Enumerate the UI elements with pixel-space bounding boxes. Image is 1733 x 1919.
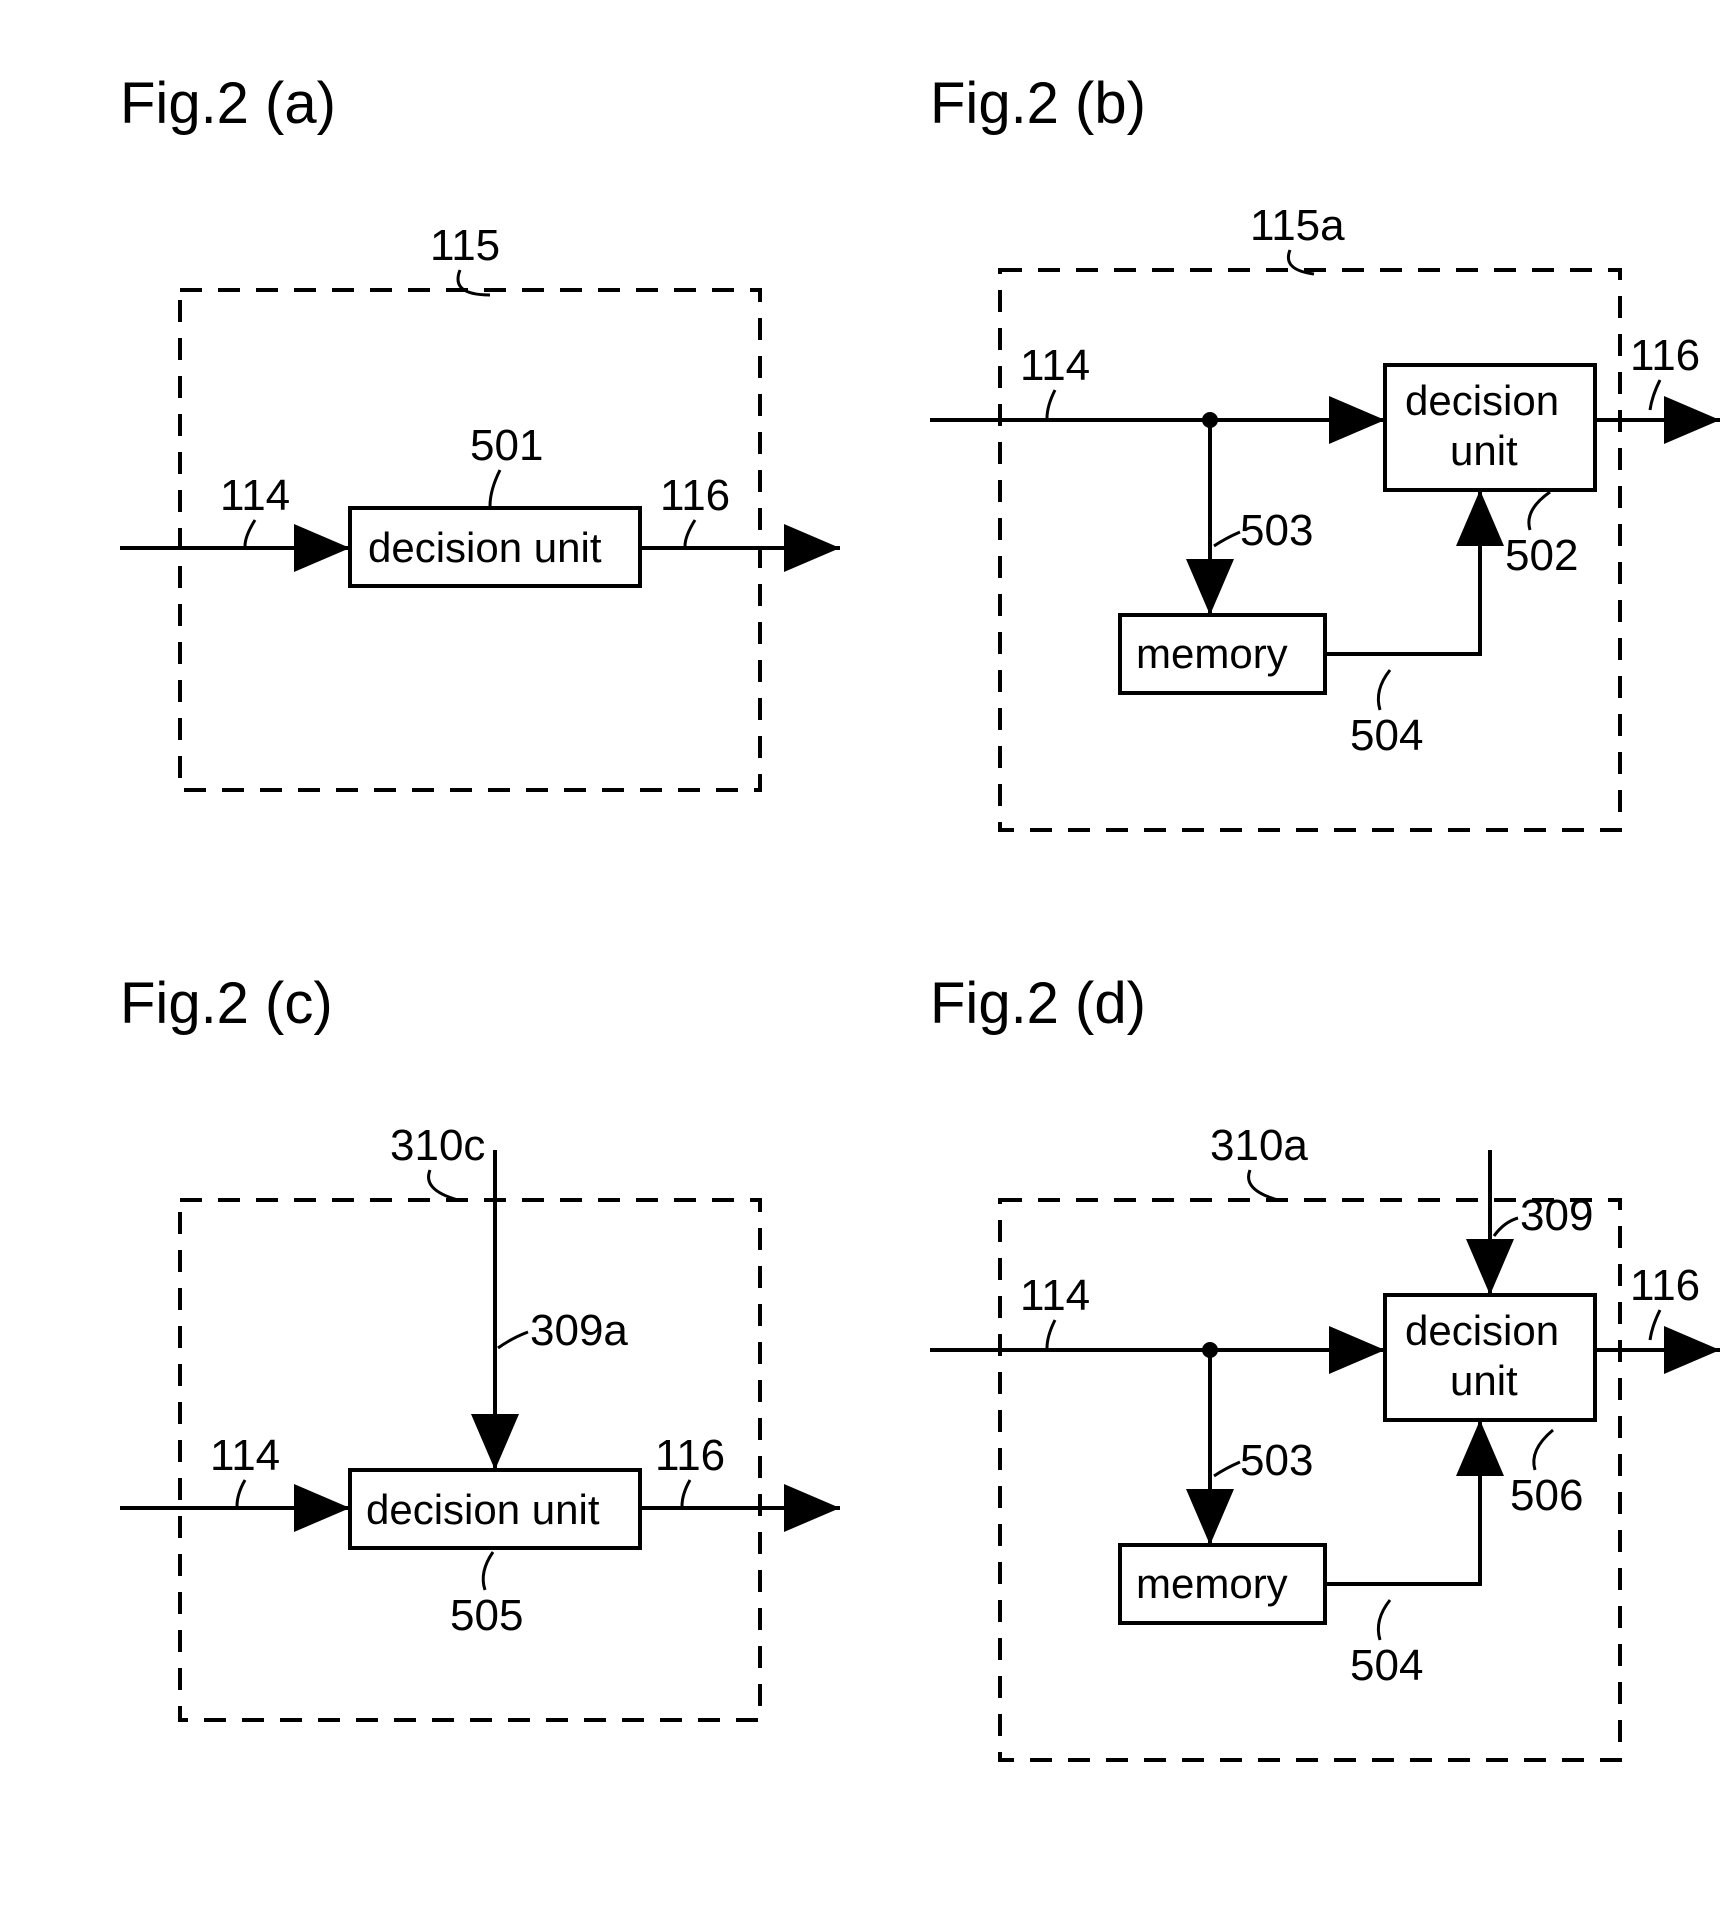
panel-c: Fig.2 (c) 310c decision unit 309a 114	[100, 970, 860, 1830]
memory-to-decision-arrow	[1325, 490, 1480, 654]
panel-b-title: Fig.2 (b)	[930, 70, 1146, 137]
decision-unit-ref: 506	[1510, 1471, 1583, 1520]
panel-c-title: Fig.2 (c)	[120, 970, 333, 1037]
decision-unit-label: decision unit	[366, 1486, 600, 1533]
container-ref: 115	[430, 221, 500, 270]
decision-unit-ref: 501	[470, 421, 543, 470]
memory-label: memory	[1136, 1560, 1288, 1607]
memory-ref-bottom: 504	[1350, 711, 1423, 760]
decision-unit-ref: 502	[1505, 531, 1578, 580]
leader	[1378, 1600, 1390, 1640]
leader	[1494, 1218, 1518, 1236]
panel-a-svg: 115 decision unit 501 114 116	[100, 170, 860, 890]
leader	[1047, 390, 1055, 418]
decision-unit-ref: 505	[450, 1591, 523, 1640]
input-ref: 114	[210, 1431, 280, 1480]
panel-a-title: Fig.2 (a)	[120, 70, 336, 137]
container-ref: 310a	[1210, 1121, 1308, 1170]
memory-ref-top: 503	[1240, 506, 1313, 555]
leader	[1650, 380, 1660, 410]
container-ref: 115a	[1250, 201, 1345, 250]
figure-page: Fig.2 (a) 115 decision unit 501 114	[40, 40, 1733, 1879]
leader	[245, 520, 255, 546]
output-ref: 116	[1630, 331, 1700, 380]
memory-ref-top: 503	[1240, 1436, 1313, 1485]
top-input-ref: 309	[1520, 1191, 1593, 1240]
panel-b: Fig.2 (b) 115a decision unit memory 114	[910, 70, 1733, 890]
panel-c-svg: 310c decision unit 309a 114 116 505	[100, 1070, 860, 1830]
leader	[429, 1170, 458, 1200]
panel-d-title: Fig.2 (d)	[930, 970, 1146, 1037]
output-ref: 116	[1630, 1261, 1700, 1310]
decision-unit-label-l2: unit	[1450, 427, 1518, 474]
leader	[1249, 1170, 1278, 1200]
leader	[1047, 1320, 1055, 1348]
output-ref: 116	[660, 471, 730, 520]
panel-d: Fig.2 (d) 310a decision unit memory 309	[910, 970, 1733, 1830]
leader	[237, 1480, 245, 1506]
leader	[483, 1552, 493, 1590]
input-ref: 114	[1020, 1271, 1090, 1320]
memory-label: memory	[1136, 630, 1288, 677]
leader	[1650, 1310, 1660, 1340]
leader	[1214, 532, 1240, 546]
top-input-ref: 309a	[530, 1306, 628, 1355]
leader	[1529, 492, 1550, 530]
input-ref: 114	[220, 471, 290, 520]
container-ref: 310c	[390, 1121, 485, 1170]
leader	[498, 1332, 528, 1348]
decision-unit-label-l1: decision	[1405, 377, 1559, 424]
leader	[1378, 670, 1390, 710]
leader	[1214, 1462, 1240, 1476]
memory-to-decision-arrow	[1325, 1420, 1480, 1584]
memory-ref-bottom: 504	[1350, 1641, 1423, 1690]
panel-d-svg: 310a decision unit memory 309 114 503	[910, 1070, 1733, 1830]
leader	[685, 520, 695, 546]
decision-unit-label: decision unit	[368, 524, 602, 571]
panel-a: Fig.2 (a) 115 decision unit 501 114	[100, 70, 860, 890]
leader	[1534, 1430, 1553, 1470]
leader	[490, 470, 500, 506]
panel-b-svg: 115a decision unit memory 114 503 502	[910, 170, 1733, 890]
input-ref: 114	[1020, 341, 1090, 390]
output-ref: 116	[655, 1431, 725, 1480]
decision-unit-label-l1: decision	[1405, 1307, 1559, 1354]
leader	[682, 1480, 690, 1506]
decision-unit-label-l2: unit	[1450, 1357, 1518, 1404]
